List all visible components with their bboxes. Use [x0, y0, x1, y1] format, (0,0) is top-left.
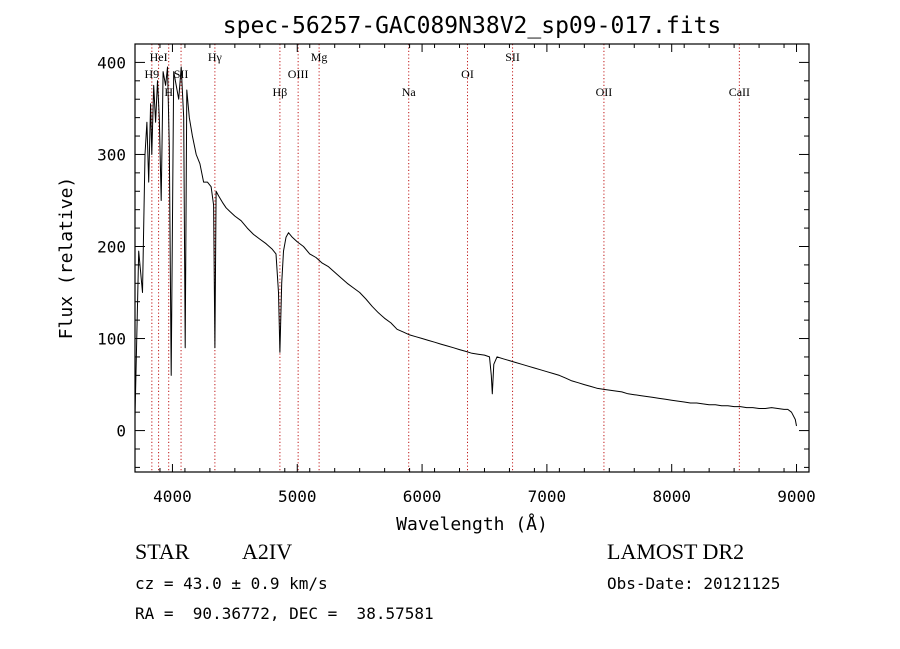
line-marker-label: Hβ [273, 85, 288, 99]
line-marker-label: OI [461, 67, 474, 81]
y-tick-label: 200 [97, 237, 126, 256]
plot-frame [134, 43, 810, 473]
line-marker-label: SII [505, 50, 520, 64]
redshift-line: cz = 43.0 ± 0.9 km/s [135, 574, 328, 593]
line-marker-label: Mg [311, 50, 328, 64]
object-class: STAR [135, 539, 190, 564]
line-marker-label: HeI [150, 50, 168, 64]
x-axis-label: Wavelength (Å) [396, 513, 548, 535]
x-tick-label: 9000 [777, 487, 816, 506]
line-marker-label: Na [402, 85, 417, 99]
x-tick-label: 5000 [278, 487, 317, 506]
coordinates-line: RA = 90.36772, DEC = 38.57581 [135, 604, 434, 623]
line-marker-label: OII [596, 85, 613, 99]
y-axis-label: Flux (relative) [56, 177, 77, 340]
x-tick-label: 6000 [403, 487, 442, 506]
line-marker-label: H9 [145, 67, 160, 81]
x-tick-label: 8000 [652, 487, 691, 506]
survey-label: LAMOST DR2 [607, 539, 745, 564]
line-marker-label: Hγ [208, 50, 223, 64]
line-marker-label: CaII [729, 85, 750, 99]
x-tick-label: 7000 [528, 487, 567, 506]
y-tick-label: 300 [97, 145, 126, 164]
chart-title: spec-56257-GAC089N38V2_sp09-017.fits [223, 13, 722, 39]
y-tick-label: 400 [97, 53, 126, 72]
line-marker-label: H [164, 85, 173, 99]
y-tick-label: 100 [97, 330, 126, 349]
observation-date: Obs-Date: 20121125 [607, 574, 781, 593]
axes: 4000 5000 6000 7000 8000 9000 0 100 200 300 400 [97, 43, 816, 506]
line-marker-label: OIII [288, 67, 309, 81]
y-tick-label: 0 [116, 422, 126, 441]
spectrum-line [135, 66, 797, 427]
x-tick-label: 4000 [153, 487, 192, 506]
object-subclass: A2IV [242, 539, 293, 564]
